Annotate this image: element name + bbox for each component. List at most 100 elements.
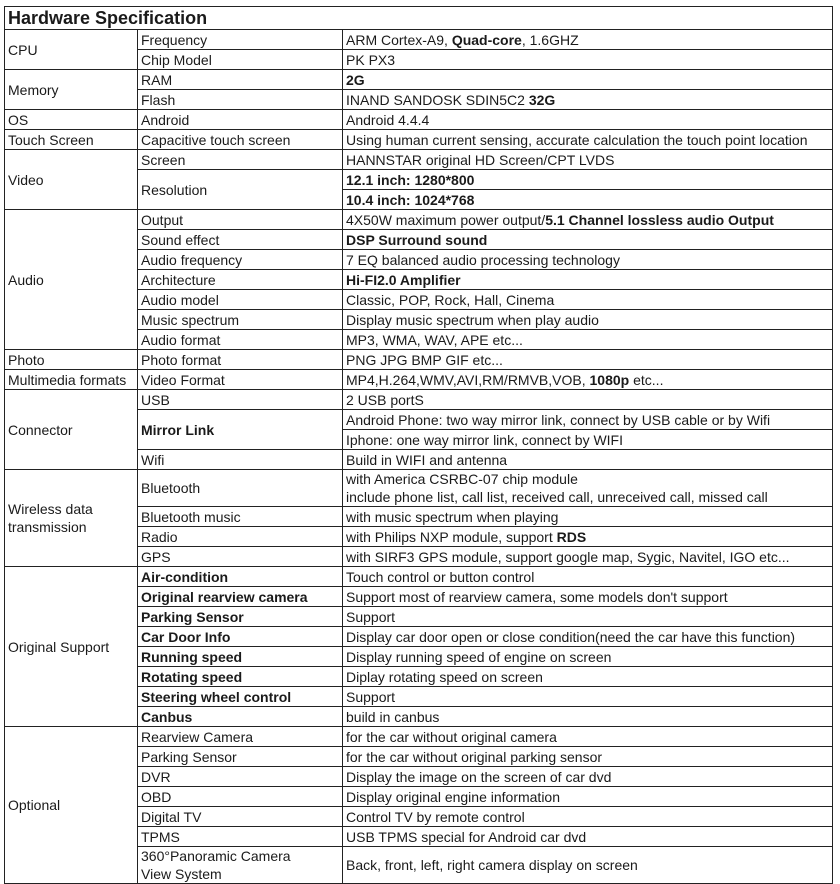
value-text: Display the image on the screen of car d… xyxy=(346,768,612,785)
text-line: Canbus xyxy=(141,708,193,725)
text-line: Chip Model xyxy=(141,51,212,68)
text-line: OBD xyxy=(141,788,172,805)
value-cell: Using human current sensing, accurate ca… xyxy=(341,129,834,150)
value-cell: 2 USB portS xyxy=(341,389,834,410)
feature-label-cell: RAM xyxy=(137,69,343,90)
table-row: Audio model Classic, POP, Rock, Hall, Cin… xyxy=(5,289,834,310)
title-row: Hardware Specification xyxy=(3,6,834,30)
value-text: Diplay rotating speed on screen xyxy=(346,668,543,685)
value-text: 32G xyxy=(528,91,556,108)
text-line: Parking Sensor xyxy=(141,608,244,625)
category-cell: Audio xyxy=(4,209,138,350)
text-line: GPS xyxy=(141,548,171,565)
text-line: Running speed xyxy=(141,648,243,665)
value-line: DSP Surround sound xyxy=(346,231,829,249)
feature-label-cell: Video Format xyxy=(137,369,343,390)
value-text: 10.4 inch: 1024*768 xyxy=(346,191,475,208)
value-text: 1080p xyxy=(589,371,630,388)
table-row: OBD Display original engine information xyxy=(5,786,834,807)
value-cell: MP4,H.264,WMV,AVI,RM/RMVB,VOB, 1080p etc… xyxy=(341,369,834,390)
value-text: Support xyxy=(346,688,396,705)
feature-label-cell: Chip Model xyxy=(137,49,343,70)
value-line: for the car without original parking sen… xyxy=(346,748,829,766)
value-text: for the car without original parking sen… xyxy=(346,748,603,765)
value-text: DSP Surround sound xyxy=(346,231,488,248)
value-cell: Display the image on the screen of car d… xyxy=(341,766,834,787)
value-text: Android Phone: two way mirror link, conn… xyxy=(346,411,771,428)
value-cell: Diplay rotating speed on screen xyxy=(341,666,834,687)
value-cell: with Philips NXP module, support RDS xyxy=(341,526,834,547)
category-cell: CPU xyxy=(4,29,138,70)
value-cell: 12.1 inch: 1280*800 xyxy=(341,169,834,190)
table-row: Radio with Philips NXP module, support RD… xyxy=(5,526,834,547)
value-line: Android 4.4.4 xyxy=(346,111,829,129)
text-line: Optional xyxy=(8,797,61,813)
value-text: include phone list, call list, received … xyxy=(346,489,768,505)
category-cell: Memory xyxy=(4,69,138,110)
value-text: for the car without original camera xyxy=(346,728,557,745)
feature-label-cell: Photo format xyxy=(137,349,343,370)
value-text: build in canbus xyxy=(346,708,440,725)
text-line: OS xyxy=(8,111,29,128)
category-cell: Wireless data transmission xyxy=(4,469,138,567)
value-line: MP4,H.264,WMV,AVI,RM/RMVB,VOB, 1080p etc… xyxy=(346,371,829,389)
value-text: PNG JPG BMP GIF etc... xyxy=(346,351,503,368)
value-cell: for the car without original parking sen… xyxy=(341,746,834,767)
table-row: Rotating speed Diplay rotating speed on s… xyxy=(5,666,834,687)
value-cell: Display running speed of engine on scree… xyxy=(341,646,834,667)
text-line: Mirror Link xyxy=(141,421,215,438)
text-line: Memory xyxy=(8,81,59,98)
value-text: Display running speed of engine on scree… xyxy=(346,648,612,665)
category-cell: Multimedia formats xyxy=(4,369,138,390)
text-line: Sound effect xyxy=(141,231,220,248)
value-text: Classic, POP, Rock, Hall, Cinema xyxy=(346,291,555,308)
value-line: Hi-FI2.0 Amplifier xyxy=(346,271,829,289)
category-cell: Video xyxy=(4,149,138,210)
table-row: Connector USB 2 USB portS xyxy=(4,389,834,470)
value-cell: Back, front, left, right camera display … xyxy=(341,846,834,884)
table-row: Multimedia formats Video Format MP4,H.264,… xyxy=(4,369,834,390)
table-row: DVR Display the image on the screen of ca… xyxy=(5,766,834,787)
value-text: 12.1 inch: 1280*800 xyxy=(346,171,475,188)
table-row: Original rearview camera Support most of … xyxy=(5,586,834,607)
value-line: with music spectrum when playing xyxy=(346,508,829,526)
table-row: Video Screen HANNSTAR original HD Screen/C… xyxy=(4,149,834,210)
value-line: Support xyxy=(346,608,829,626)
value-cell: 4X50W maximum power output/5.1 Channel l… xyxy=(341,209,834,230)
value-line: Build in WIFI and antenna xyxy=(346,451,829,469)
value-cell: Iphone: one way mirror link, connect by … xyxy=(341,429,834,450)
table-row: Music spectrum Display music spectrum whe… xyxy=(5,309,834,330)
value-cell: with music spectrum when playing xyxy=(341,506,834,527)
value-text: with SIRF3 GPS module, support google ma… xyxy=(346,548,790,565)
feature-label-cell: Running speed xyxy=(137,646,343,667)
feature-label-cell: Air-condition xyxy=(137,566,343,587)
value-cell: MP3, WMA, WAV, APE etc... xyxy=(341,329,834,350)
text-line: Rotating speed xyxy=(141,668,243,685)
value-cell: Display original engine information xyxy=(341,786,834,807)
value-text: with America CSRBC-07 chip module xyxy=(346,471,578,487)
feature-label-cell: Mirror Link xyxy=(137,409,343,450)
text-line: RAM xyxy=(141,71,173,88)
feature-label-cell: Sound effect xyxy=(137,229,343,250)
feature-label-cell: Screen xyxy=(137,149,343,170)
value-cell: 10.4 inch: 1024*768 xyxy=(341,189,834,210)
feature-label-cell: Canbus xyxy=(137,706,343,727)
feature-label-cell: Audio frequency xyxy=(137,249,343,270)
value-text: Quad-core xyxy=(451,31,522,48)
table-row: Car Door Info Display car door open or cl… xyxy=(5,626,834,647)
value-cell: Support xyxy=(341,686,834,707)
value-cell: with SIRF3 GPS module, support google ma… xyxy=(341,546,834,567)
value-line: 7 EQ balanced audio processing technolog… xyxy=(346,251,829,269)
text-line: Radio xyxy=(141,528,178,545)
text-line: Wifi xyxy=(141,451,165,468)
table-row: Memory RAM 2G xyxy=(4,69,834,110)
feature-label-cell: Flash xyxy=(137,89,343,110)
value-cell: INAND SANDOSK SDIN5C2 32G xyxy=(341,89,834,110)
text-line: View System xyxy=(141,866,222,882)
value-text: Hi-FI2.0 Amplifier xyxy=(346,271,461,288)
value-text: Android 4.4.4 xyxy=(346,111,430,128)
text-line: Multimedia formats xyxy=(8,371,127,388)
value-cell: build in canbus xyxy=(341,706,834,727)
text-line: Architecture xyxy=(141,271,216,288)
text-line: Android xyxy=(141,111,190,128)
